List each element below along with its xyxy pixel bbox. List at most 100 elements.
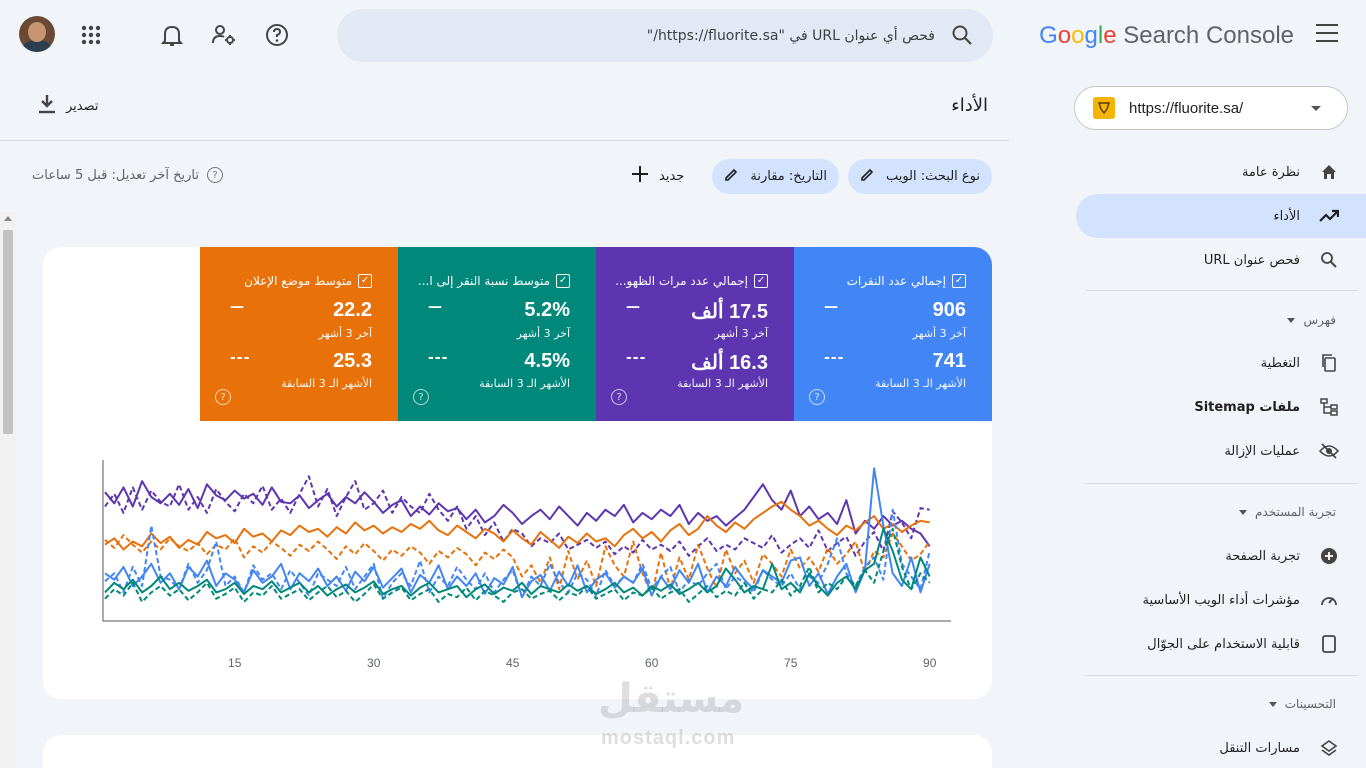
collapse-icon — [1238, 509, 1247, 515]
sidebar: Google Search Console https://fluorite.s… — [1039, 0, 1366, 768]
metric-prev-period: الأشهر الـ 3 السابقة — [875, 377, 966, 390]
help-icon[interactable]: ? — [809, 389, 825, 405]
plus-icon — [631, 165, 649, 187]
series-line-2 — [104, 500, 930, 551]
last-updated: ? تاريخ آخر تعديل: قبل 5 ساعات — [32, 167, 223, 183]
legend-dashed-icon: --- — [230, 350, 251, 366]
metric-value: 5.2% — [524, 299, 570, 321]
sidebar-item-core-web-vitals[interactable]: مؤشرات أداء الويب الأساسية — [1076, 578, 1366, 622]
search-placeholder: فحص أي عنوان URL في "https://fluorite.sa… — [646, 27, 935, 44]
legend-dashed-icon: --- — [824, 350, 845, 366]
chevron-down-icon — [1311, 105, 1321, 111]
metric-impressions[interactable]: ✓ إجمالي عدد مرات الظهو... 17.5 ألف آخر 3… — [596, 247, 794, 421]
legend-solid-icon: — — [230, 299, 245, 315]
series-line-3 — [104, 532, 931, 597]
metric-period: آخر 3 أشهر — [714, 327, 768, 340]
avatar[interactable] — [19, 16, 55, 52]
search-icon — [949, 24, 973, 48]
url-inspect-search[interactable]: فحص أي عنوان URL في "https://fluorite.sa… — [337, 9, 993, 62]
checkbox-icon[interactable]: ✓ — [952, 274, 966, 288]
property-selector[interactable]: https://fluorite.sa/ — [1074, 86, 1348, 130]
sidebar-item-overview[interactable]: نظرة عامة — [1076, 150, 1366, 194]
performance-card: ✓ إجمالي عدد النقرات 906 آخر 3 أشهر 741 ا… — [43, 247, 992, 699]
x-tick-label: 90 — [923, 656, 937, 670]
legend-solid-icon: — — [428, 299, 443, 315]
watermark-logo: مستقل — [598, 676, 745, 722]
new-filter-button[interactable]: جديد — [631, 165, 684, 187]
search-icon — [1318, 249, 1340, 271]
legend-dashed-icon: --- — [428, 350, 449, 366]
edit-icon — [724, 168, 738, 186]
add-circle-icon — [1318, 545, 1340, 567]
phone-icon — [1318, 633, 1340, 655]
menu-icon[interactable] — [1316, 24, 1338, 42]
metric-prev-period: الأشهر الـ 3 السابقة — [281, 377, 372, 390]
chart-axis — [102, 460, 951, 622]
watermark-text: mostaql.com — [601, 727, 736, 749]
x-tick-label: 15 — [228, 656, 242, 670]
help-icon[interactable]: ? — [413, 389, 429, 405]
help-icon[interactable]: ? — [207, 167, 223, 183]
sidebar-item-performance[interactable]: الأداء — [1076, 194, 1366, 238]
checkbox-icon[interactable]: ✓ — [358, 274, 372, 288]
divider — [1086, 290, 1358, 291]
property-url: https://fluorite.sa/ — [1129, 99, 1244, 117]
metric-prev-value: 4.5% — [524, 350, 570, 372]
sidebar-item-mobile-usability[interactable]: قابلية الاستخدام على الجوّال — [1076, 622, 1366, 666]
checkbox-icon[interactable]: ✓ — [556, 274, 570, 288]
filter-chip-date[interactable]: التاريخ: مقارنة — [712, 159, 839, 194]
notifications-icon[interactable] — [159, 22, 185, 48]
metric-prev-value: 25.3 — [333, 350, 372, 372]
scrollbar[interactable] — [0, 212, 16, 768]
x-tick-label: 30 — [367, 656, 381, 670]
eye-off-icon — [1318, 440, 1340, 462]
metric-value: 22.2 — [333, 299, 372, 321]
metric-period: آخر 3 أشهر — [318, 327, 372, 340]
divider — [1086, 483, 1358, 484]
scrollbar-thumb[interactable] — [3, 230, 13, 434]
sidebar-item-url-inspection[interactable]: فحص عنوان URL — [1076, 238, 1366, 282]
metric-position[interactable]: ✓ متوسط موضع الإعلان 22.2 آخر 3 أشهر 25.3… — [200, 247, 398, 421]
page-title: الأداء — [951, 95, 988, 116]
metric-value: 906 — [932, 299, 966, 321]
metric-prev-period: الأشهر الـ 3 السابقة — [479, 377, 570, 390]
sidebar-item-page-experience[interactable]: تجربة الصفحة — [1076, 534, 1366, 578]
sidebar-item-sitemaps[interactable]: ملفات Sitemap — [1076, 385, 1366, 429]
manage-users-icon[interactable] — [211, 22, 237, 48]
apps-grid-icon[interactable] — [78, 22, 104, 48]
section-index-header[interactable]: فهرس — [1287, 313, 1336, 327]
metric-clicks[interactable]: ✓ إجمالي عدد النقرات 906 آخر 3 أشهر 741 ا… — [794, 247, 992, 421]
x-tick-label: 60 — [645, 656, 659, 670]
series-line-6 — [104, 527, 931, 599]
speed-icon — [1318, 589, 1340, 611]
legend-dashed-icon: --- — [626, 350, 647, 366]
section-experience-header[interactable]: تجربة المستخدم — [1238, 505, 1336, 519]
legend-solid-icon: — — [824, 299, 839, 315]
divider — [1086, 675, 1358, 676]
x-tick-label: 45 — [506, 656, 520, 670]
help-icon[interactable]: ? — [611, 389, 627, 405]
section-enhancements-header[interactable]: التحسينات — [1268, 697, 1336, 711]
metric-value: 17.5 ألف — [691, 301, 768, 323]
help-icon[interactable]: ? — [215, 389, 231, 405]
filter-chip-search-type[interactable]: نوع البحث: الويب — [847, 159, 992, 194]
series-line-1 — [104, 475, 930, 557]
sidebar-item-coverage[interactable]: التغطية — [1076, 341, 1366, 385]
metric-period: آخر 3 أشهر — [516, 327, 570, 340]
layers-icon — [1318, 737, 1340, 759]
app-logo[interactable]: Google Search Console — [1039, 22, 1294, 49]
sidebar-item-removals[interactable]: عمليات الإزالة — [1076, 429, 1366, 473]
series-line-5 — [104, 508, 931, 600]
header-divider — [0, 140, 1009, 141]
metric-prev-value: 16.3 ألف — [691, 352, 768, 374]
metric-ctr[interactable]: ✓ متوسط نسبة النقر إلى ا... 5.2% آخر 3 أش… — [398, 247, 596, 421]
help-icon[interactable] — [264, 22, 290, 48]
collapse-icon — [1287, 317, 1296, 323]
checkbox-icon[interactable]: ✓ — [754, 274, 768, 288]
performance-chart[interactable]: 15 30 45 60 75 90 — [43, 440, 992, 690]
download-icon — [38, 94, 56, 118]
details-card — [43, 735, 992, 768]
scroll-up-icon — [4, 216, 12, 221]
export-button[interactable]: تصدير — [38, 94, 99, 118]
sidebar-item-breadcrumbs[interactable]: مسارات التنقل — [1076, 726, 1366, 768]
